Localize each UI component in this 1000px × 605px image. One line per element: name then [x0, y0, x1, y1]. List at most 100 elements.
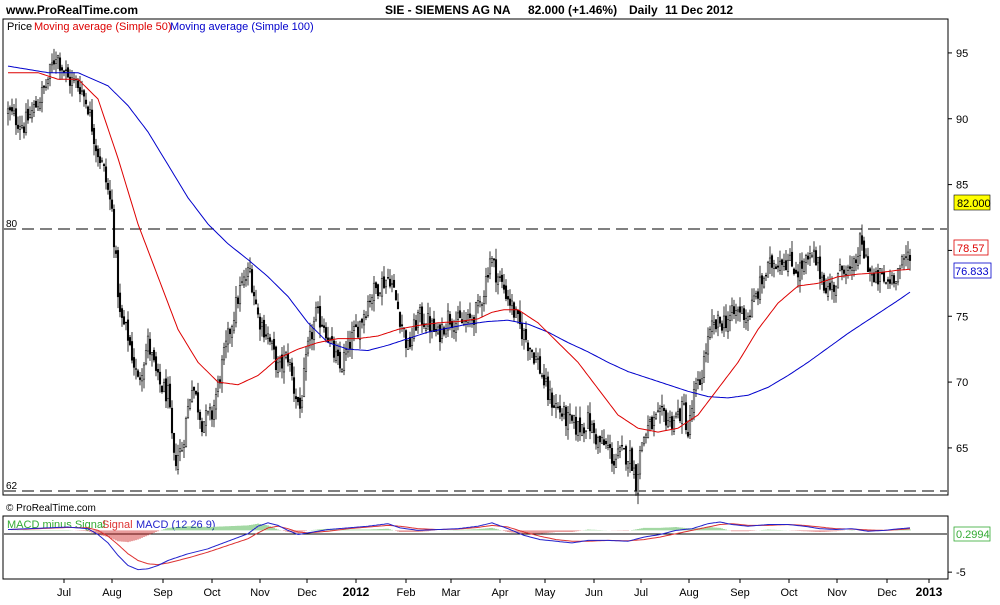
candle [324, 322, 328, 343]
candle [778, 250, 782, 275]
candle [630, 446, 634, 471]
candle [20, 115, 24, 130]
candle [142, 361, 146, 389]
candle [260, 317, 264, 337]
candle [800, 252, 804, 280]
candle [560, 408, 564, 422]
candle [894, 281, 898, 291]
candle [820, 271, 824, 285]
candle [562, 401, 566, 420]
candle [38, 97, 42, 112]
candle [628, 440, 632, 473]
candle [30, 102, 34, 123]
candle [158, 363, 162, 393]
candle [286, 343, 290, 367]
candle [838, 258, 842, 272]
candle [508, 289, 512, 313]
candle [292, 366, 296, 403]
candle [58, 52, 62, 80]
candle [100, 157, 104, 163]
candle [802, 258, 806, 275]
price-change: 82.000 (+1.46%) [528, 3, 617, 17]
candle [588, 402, 592, 440]
candle [152, 347, 156, 363]
site-url[interactable]: www.ProRealTime.com [5, 3, 138, 17]
candle [782, 253, 786, 271]
candle [172, 432, 176, 461]
candle [226, 321, 230, 353]
candle [706, 327, 710, 363]
candle [578, 406, 582, 441]
candle [566, 405, 570, 440]
candle [6, 101, 10, 126]
candle [794, 261, 798, 274]
candle [252, 285, 256, 306]
candle [160, 385, 164, 394]
candle [746, 312, 750, 332]
candle [650, 415, 654, 430]
candle [206, 410, 210, 416]
candle [432, 310, 436, 333]
candle [250, 264, 254, 294]
candle [46, 77, 50, 90]
candle [376, 283, 380, 300]
candle [84, 92, 88, 109]
candle [612, 453, 616, 475]
candle [488, 251, 492, 280]
candle [830, 276, 834, 300]
candle [368, 293, 372, 308]
candle [62, 70, 66, 77]
candle [86, 105, 90, 116]
candle [122, 309, 126, 326]
candle [176, 444, 180, 475]
candle [188, 398, 192, 411]
candle [568, 403, 572, 424]
time-tick-label: 2013 [916, 585, 943, 599]
candle [632, 460, 636, 479]
candle [428, 307, 432, 344]
candle [780, 258, 784, 276]
candle [606, 434, 610, 451]
candle [804, 253, 808, 275]
candle [118, 283, 122, 318]
candle [666, 412, 670, 429]
time-tick-label: Apr [491, 587, 508, 599]
time-tick-label: Sep [153, 587, 173, 599]
candle [54, 51, 58, 74]
candle [548, 380, 552, 404]
candle [458, 301, 462, 319]
candle [302, 357, 306, 398]
candle [608, 434, 612, 459]
candle [354, 314, 358, 328]
candle [372, 276, 376, 312]
candle [448, 311, 452, 331]
candle [264, 323, 268, 340]
candle [194, 390, 198, 396]
candle [750, 288, 754, 318]
candle [734, 303, 738, 324]
candle [752, 288, 756, 303]
candle [472, 314, 476, 336]
candle [586, 405, 590, 429]
candle [502, 273, 506, 294]
ma50-value: 78.57 [957, 243, 985, 255]
candle [230, 324, 234, 348]
candle [710, 309, 714, 339]
candle [318, 295, 322, 339]
candle [528, 347, 532, 360]
candle [646, 415, 650, 439]
candle [24, 103, 28, 136]
candle [654, 412, 658, 421]
candle [552, 395, 556, 409]
candle [154, 351, 158, 377]
candle [480, 302, 484, 317]
candle [18, 115, 22, 140]
candle [236, 295, 240, 309]
candle [238, 276, 242, 312]
candle [684, 394, 688, 435]
candle [758, 265, 762, 304]
candle [596, 435, 600, 454]
candle [542, 363, 546, 389]
candle [602, 429, 606, 446]
